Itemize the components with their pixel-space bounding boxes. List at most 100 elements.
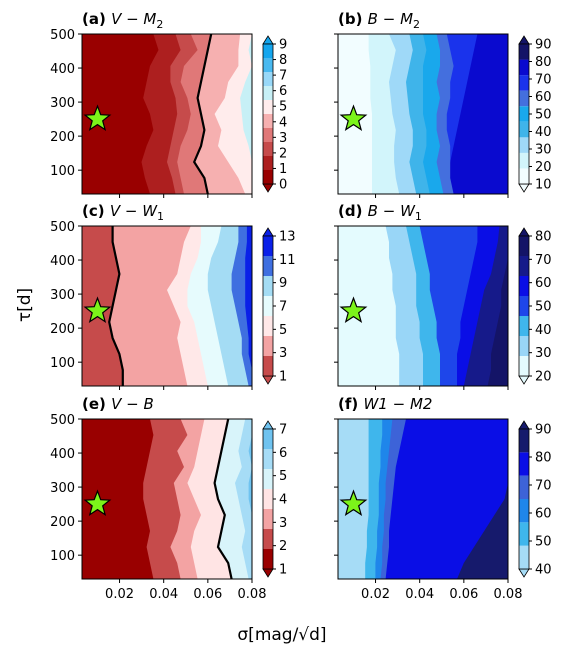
colorbar-segment [263, 72, 273, 86]
colorbar-tick-label: 40 [535, 125, 552, 140]
panel-label: (f) [338, 395, 363, 413]
colorbar-segment [519, 316, 529, 336]
colorbar-tick-label: 7 [279, 69, 287, 84]
colorbar-segment [519, 522, 529, 546]
colorbar-tick-label: 5 [279, 323, 287, 338]
contour-region [82, 226, 123, 386]
panel-title-subscript: 2 [413, 18, 420, 31]
panel-title-subscript: 2 [156, 18, 163, 31]
colorbar-segment [519, 168, 529, 184]
colorbar-segment [263, 529, 273, 549]
panel-label: (b) [338, 10, 368, 28]
panel-title: (e) V − B [82, 395, 154, 413]
colorbar: 1 2 3 4 5 6 7 [262, 420, 287, 578]
colorbar-tick-label: 11 [279, 253, 296, 268]
colorbar-segment [519, 152, 529, 169]
colorbar-segment [263, 296, 273, 316]
colorbar-tick-label: 2 [279, 539, 287, 554]
x-tick-label: 0.08 [238, 587, 267, 602]
colorbar-tick-label: 9 [279, 38, 287, 53]
y-tick-label: 200 [50, 515, 75, 530]
colorbar-segment [519, 276, 529, 296]
x-tick-label: 0.06 [193, 587, 222, 602]
colorbar-tick-label: 1 [279, 563, 287, 578]
y-tick-label: 400 [50, 62, 75, 77]
panel-title-text: V − M [111, 10, 156, 28]
colorbar-segment [519, 106, 529, 122]
colorbar: 20 30 40 50 60 70 80 [518, 227, 552, 385]
colorbar-extend-min [518, 375, 530, 385]
colorbar-segment [263, 449, 273, 469]
colorbar-extend-max [518, 420, 530, 430]
colorbar-tick-label: 80 [535, 451, 552, 466]
colorbar-tick-label: 1 [279, 162, 287, 177]
colorbar-segment [263, 256, 273, 276]
panel-label: (a) [82, 10, 111, 28]
colorbar-frame [518, 428, 530, 570]
colorbar-tick-label: 3 [279, 131, 287, 146]
threshold-contour [192, 33, 213, 195]
panel-title: (b) B − M2 [338, 10, 420, 31]
x-axis-label: σ[mag/√d] [237, 625, 326, 645]
colorbar-extend-min [518, 568, 530, 578]
star-marker [83, 296, 112, 323]
colorbar-tick-label: 90 [535, 423, 552, 438]
colorbar-segment [519, 452, 529, 476]
y-tick-label: 100 [50, 164, 75, 179]
colorbar-tick-label: 0 [279, 178, 287, 193]
colorbar-segment [263, 114, 273, 128]
colorbar-tick-label: 80 [535, 55, 552, 70]
colorbar-tick-label: 60 [535, 507, 552, 522]
colorbar-segment [519, 499, 529, 523]
colorbar-segment [263, 236, 273, 256]
colorbar-tick-label: 13 [279, 230, 296, 245]
colorbar-extend-max [518, 227, 530, 237]
colorbar-tick-label: 3 [279, 346, 287, 361]
y-tick-label: 300 [50, 96, 75, 111]
panel-title-text: B − M [368, 10, 413, 28]
colorbar-tick-label: 9 [279, 276, 287, 291]
colorbar-tick-label: 6 [279, 446, 287, 461]
panel-title: (d) B − W1 [338, 202, 422, 223]
star-marker [339, 104, 368, 131]
colorbar-segment [519, 296, 529, 316]
colorbar-extend-min [262, 375, 274, 385]
axes-frame [81, 418, 253, 580]
colorbar-segment [519, 429, 529, 453]
colorbar-segment [263, 549, 273, 569]
colorbar-segment [519, 256, 529, 276]
y-tick-label: 500 [50, 413, 75, 428]
colorbar-tick-label: 80 [535, 230, 552, 245]
panel-title-text: V − B [111, 395, 154, 413]
panel-title-subscript: 1 [415, 210, 422, 223]
colorbar-tick-label: 7 [279, 423, 287, 438]
colorbar-segment [519, 236, 529, 256]
colorbar-segment [263, 58, 273, 72]
panel-title-subscript: 1 [157, 210, 164, 223]
colorbar-tick-label: 90 [535, 38, 552, 53]
y-tick-label: 400 [50, 254, 75, 269]
axes-frame [337, 418, 509, 580]
axes-frame [81, 225, 253, 387]
colorbar-tick-label: 3 [279, 516, 287, 531]
axes-frame [337, 33, 509, 195]
panel-title: (a) V − M2 [82, 10, 163, 31]
star-marker [339, 296, 368, 323]
colorbar-tick-label: 50 [535, 535, 552, 550]
colorbar: 40 50 60 70 80 90 [518, 420, 552, 578]
colorbar-extend-min [518, 183, 530, 193]
y-tick-label: 300 [50, 288, 75, 303]
y-tick-label: 200 [50, 322, 75, 337]
colorbar-segment [263, 489, 273, 509]
axes-frame [81, 33, 253, 195]
colorbar-segment [519, 44, 529, 60]
colorbar-segment [263, 128, 273, 142]
colorbar-extend-min [262, 568, 274, 578]
colorbar-tick-label: 4 [279, 493, 287, 508]
colorbar-segment [519, 90, 529, 107]
